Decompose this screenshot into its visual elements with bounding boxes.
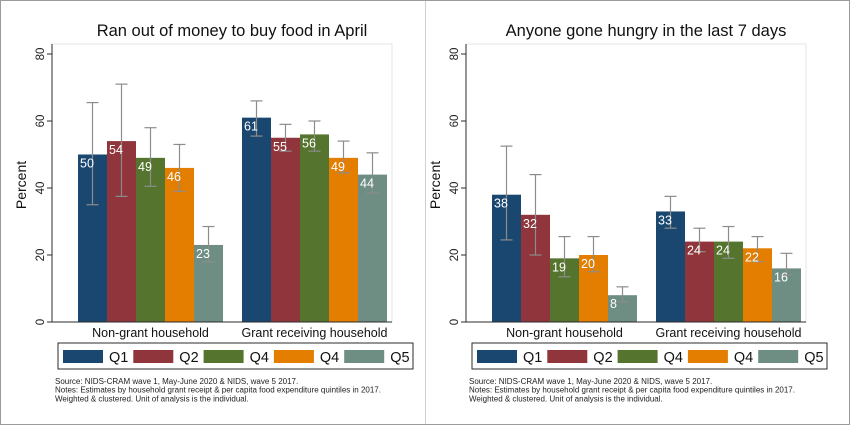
y-tick-label: 0 bbox=[35, 319, 47, 325]
legend-swatch-q1 bbox=[63, 350, 103, 363]
bar-grant-receiving-household-q1 bbox=[242, 117, 271, 323]
legend-swatch-q4 bbox=[273, 350, 314, 363]
legend-label: Q2 bbox=[593, 350, 612, 366]
bar-grant-receiving-household-q1 bbox=[656, 211, 685, 322]
legend-label: Q5 bbox=[390, 350, 409, 366]
x-category-label: Grant receiving household bbox=[656, 326, 802, 340]
bar-value-label: 20 bbox=[581, 257, 595, 271]
bar-value-label: 44 bbox=[360, 177, 374, 191]
legend-swatch-q4 bbox=[203, 350, 244, 363]
bar-value-label: 16 bbox=[774, 270, 788, 284]
bar-value-label: 38 bbox=[494, 197, 508, 211]
footnote: Weighted & clustered. Unit of analysis i… bbox=[469, 394, 663, 403]
legend-label: Q4 bbox=[320, 350, 339, 366]
y-tick-label: 60 bbox=[35, 115, 47, 128]
chart-title: Ran out of money to buy food in April bbox=[97, 22, 368, 40]
legend-swatch-q4 bbox=[687, 350, 728, 363]
bar-grant-receiving-household-q2 bbox=[685, 241, 714, 322]
bar-value-label: 22 bbox=[745, 250, 759, 264]
y-axis-label: Percent bbox=[427, 161, 443, 209]
legend-label: Q1 bbox=[523, 350, 542, 366]
legend-label: Q1 bbox=[109, 350, 128, 366]
legend-swatch-q2 bbox=[547, 350, 588, 363]
legend-swatch-q5 bbox=[758, 350, 799, 363]
legend-swatch-q5 bbox=[344, 350, 385, 363]
panel-gone-hungry: Anyone gone hungry in the last 7 days Per… bbox=[427, 22, 828, 403]
bar-value-label: 50 bbox=[80, 157, 94, 171]
bar-grant-receiving-household-q5 bbox=[772, 268, 801, 322]
bar-value-label: 33 bbox=[658, 213, 672, 227]
source-note: Source: NIDS-CRAM wave 1, May-June 2020 … bbox=[469, 377, 712, 386]
bar-grant-receiving-household-q2 bbox=[271, 137, 300, 322]
y-tick-label: 80 bbox=[35, 48, 47, 61]
bar-value-label: 55 bbox=[273, 140, 287, 154]
panel-ran-out-of-money: Ran out of money to buy food in April Per… bbox=[13, 22, 414, 403]
y-tick-label: 20 bbox=[449, 249, 461, 262]
footnote: Weighted & clustered. Unit of analysis i… bbox=[55, 394, 249, 403]
legend-label: Q5 bbox=[804, 350, 823, 366]
legend-swatch-q4 bbox=[617, 350, 658, 363]
legend-swatch-q2 bbox=[133, 350, 174, 363]
bar-value-label: 24 bbox=[716, 244, 730, 258]
bar-value-label: 49 bbox=[138, 160, 152, 174]
footnote: Notes: Estimates by household grant rece… bbox=[55, 386, 381, 395]
legend-label: Q4 bbox=[250, 350, 269, 366]
legend-label: Q4 bbox=[664, 350, 683, 366]
bar-non-grant-household-q4 bbox=[165, 167, 194, 322]
bar-grant-receiving-household-q5 bbox=[358, 174, 387, 322]
y-tick-label: 40 bbox=[35, 182, 47, 195]
y-tick-label: 80 bbox=[449, 48, 461, 61]
bar-value-label: 61 bbox=[244, 120, 258, 134]
y-tick-label: 20 bbox=[35, 249, 47, 262]
y-tick-label: 60 bbox=[449, 115, 461, 128]
legend-label: Q4 bbox=[734, 350, 753, 366]
bar-value-label: 19 bbox=[552, 260, 566, 274]
bar-value-label: 23 bbox=[196, 247, 210, 261]
bar-value-label: 8 bbox=[610, 297, 617, 311]
x-category-label: Grant receiving household bbox=[242, 326, 388, 340]
bar-value-label: 54 bbox=[109, 143, 123, 157]
chart-title: Anyone gone hungry in the last 7 days bbox=[506, 22, 787, 40]
bar-value-label: 32 bbox=[523, 217, 537, 231]
y-tick-label: 40 bbox=[449, 182, 461, 195]
y-tick-label: 0 bbox=[449, 319, 461, 325]
legend-label: Q2 bbox=[179, 350, 198, 366]
y-axis-label: Percent bbox=[13, 161, 29, 209]
bar-value-label: 24 bbox=[687, 244, 701, 258]
x-category-label: Non-grant household bbox=[92, 326, 209, 340]
bar-grant-receiving-household-q4 bbox=[300, 134, 329, 322]
source-note: Source: NIDS-CRAM wave 1, May-June 2020 … bbox=[55, 377, 298, 386]
bar-value-label: 46 bbox=[167, 170, 181, 184]
bar-value-label: 49 bbox=[331, 160, 345, 174]
bar-value-label: 56 bbox=[302, 136, 316, 150]
legend-swatch-q1 bbox=[477, 350, 517, 363]
bar-grant-receiving-household-q4 bbox=[329, 157, 358, 322]
footnote: Notes: Estimates by household grant rece… bbox=[469, 386, 795, 395]
x-category-label: Non-grant household bbox=[506, 326, 623, 340]
